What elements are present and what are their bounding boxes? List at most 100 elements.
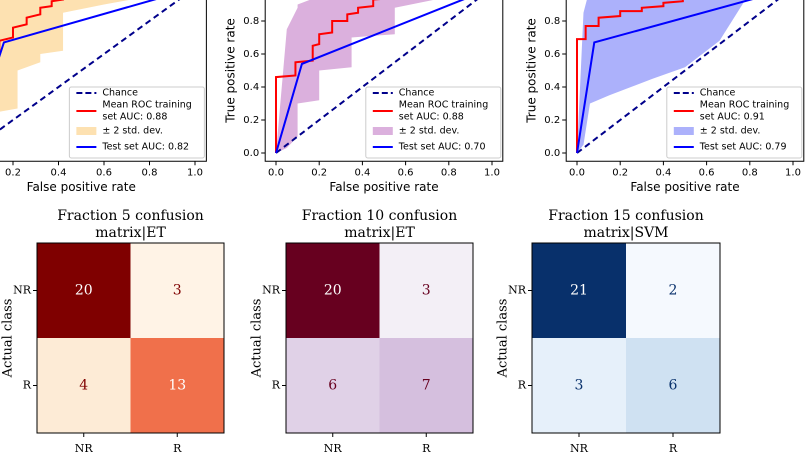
roc-line <box>275 0 381 153</box>
chart-title: matrix|SVM <box>583 225 668 241</box>
legend-label: set AUC: 0.88 <box>102 112 167 123</box>
y-axis-label: True positive rate <box>224 18 238 124</box>
cell-value: 6 <box>328 378 337 394</box>
y-tick-label: 0.2 <box>544 115 560 126</box>
y-tick-label: 0.0 <box>243 148 259 159</box>
x-axis-label: False positive rate <box>630 180 739 194</box>
roc-line <box>0 0 157 58</box>
legend-label: Test set AUC: 0.79 <box>699 142 787 153</box>
matrix-cell <box>626 243 720 338</box>
legend-label: Mean ROC training <box>700 100 789 111</box>
legend-box <box>365 86 502 159</box>
legend-label: Mean ROC training <box>399 100 488 111</box>
y-axis-label: Actual class <box>1 299 16 379</box>
cell-value: 3 <box>422 283 431 299</box>
y-tick-label: 0.6 <box>243 49 259 60</box>
x-tick-label: 0.8 <box>742 167 758 178</box>
x-tick-label: 0.2 <box>5 167 21 178</box>
x-tick-label: 0.0 <box>569 167 585 178</box>
y-axis-label: Actual class <box>250 299 265 379</box>
y-tick-label: NR <box>262 284 281 297</box>
x-tick-label: R <box>669 442 678 455</box>
y-axis-label: True positive rate <box>525 18 539 124</box>
x-axis-label: False positive rate <box>329 180 438 194</box>
legend-label: Chance <box>399 88 435 99</box>
chance-line <box>0 0 181 131</box>
axes-frame <box>285 242 474 434</box>
legend-box <box>666 86 803 159</box>
cell-value: 20 <box>75 283 93 299</box>
y-tick-label: NR <box>508 284 527 297</box>
y-tick-label: 0.4 <box>544 82 560 93</box>
chance-line <box>576 0 779 154</box>
y-tick-label: NR <box>13 284 32 297</box>
matrix-cell <box>532 338 626 433</box>
y-tick-label: R <box>23 379 32 392</box>
chart-title: Fraction 15 confusion <box>548 208 703 224</box>
cell-value: 13 <box>168 378 186 394</box>
matrix-cell <box>379 338 473 433</box>
chart-title: Fraction 10 confusion <box>302 208 457 224</box>
matrix-cell <box>286 338 380 433</box>
matrix-cell <box>37 243 131 338</box>
x-tick-label: 0.6 <box>96 167 112 178</box>
x-tick-label: 0.6 <box>699 167 715 178</box>
x-tick-label: 0.4 <box>51 167 67 178</box>
x-tick-label: 0.2 <box>612 167 628 178</box>
x-tick-label: 0.4 <box>655 167 671 178</box>
x-tick-label: R <box>173 442 182 455</box>
std-band <box>276 0 434 153</box>
roc-line <box>576 0 753 154</box>
x-tick-label: 0.8 <box>441 167 457 178</box>
std-band <box>0 0 129 112</box>
axes-frame <box>0 0 207 162</box>
x-tick-label: R <box>422 442 431 455</box>
legend-label: set AUC: 0.91 <box>700 112 765 123</box>
cell-value: 21 <box>570 283 588 299</box>
x-tick-label: 1.0 <box>187 167 203 178</box>
chart-title: Fraction 5 confusion <box>57 208 204 224</box>
y-tick-label: R <box>518 379 527 392</box>
roc-line <box>576 0 684 153</box>
y-tick-label: 0.6 <box>544 49 560 60</box>
matrix-cell <box>626 338 720 433</box>
legend-label: Chance <box>700 88 736 99</box>
axes-frame <box>531 242 721 434</box>
chart-title: matrix|ET <box>95 225 166 241</box>
matrix-cell <box>532 243 626 338</box>
x-tick-label: 0.4 <box>354 167 370 178</box>
legend-swatch <box>372 127 393 135</box>
chart-title: matrix|ET <box>344 225 415 241</box>
chance-line <box>275 0 478 154</box>
legend-swatch <box>673 127 694 135</box>
x-tick-label: NR <box>324 442 343 455</box>
legend-label: Test set AUC: 0.82 <box>101 142 189 153</box>
y-tick-label: 0.2 <box>243 115 259 126</box>
axes-frame <box>36 242 225 434</box>
y-tick-label: 0.8 <box>544 16 560 27</box>
x-tick-label: 0.6 <box>398 167 414 178</box>
y-tick-label: 0.8 <box>243 16 259 27</box>
matrix-cell <box>130 243 224 338</box>
cell-value: 20 <box>324 283 342 299</box>
x-tick-label: 0.2 <box>311 167 327 178</box>
matrix-cell <box>379 243 473 338</box>
x-tick-label: 1.0 <box>785 167 801 178</box>
roc-line <box>275 0 465 154</box>
std-band <box>577 0 746 153</box>
matrix-cell <box>37 338 131 433</box>
legend-box <box>68 86 205 159</box>
x-tick-label: 0.0 <box>268 167 284 178</box>
y-tick-label: R <box>272 379 281 392</box>
x-tick-label: NR <box>75 442 94 455</box>
cell-value: 4 <box>79 378 88 394</box>
x-axis-label: False positive rate <box>27 180 136 194</box>
matrix-cell <box>286 243 380 338</box>
y-tick-label: 0.4 <box>243 82 259 93</box>
axes-frame <box>565 0 805 162</box>
legend-label: Mean ROC training <box>102 100 191 111</box>
legend-label: ± 2 std. dev. <box>399 126 460 137</box>
legend-label: ± 2 std. dev. <box>700 126 761 137</box>
y-axis-label: Actual class <box>496 299 511 379</box>
